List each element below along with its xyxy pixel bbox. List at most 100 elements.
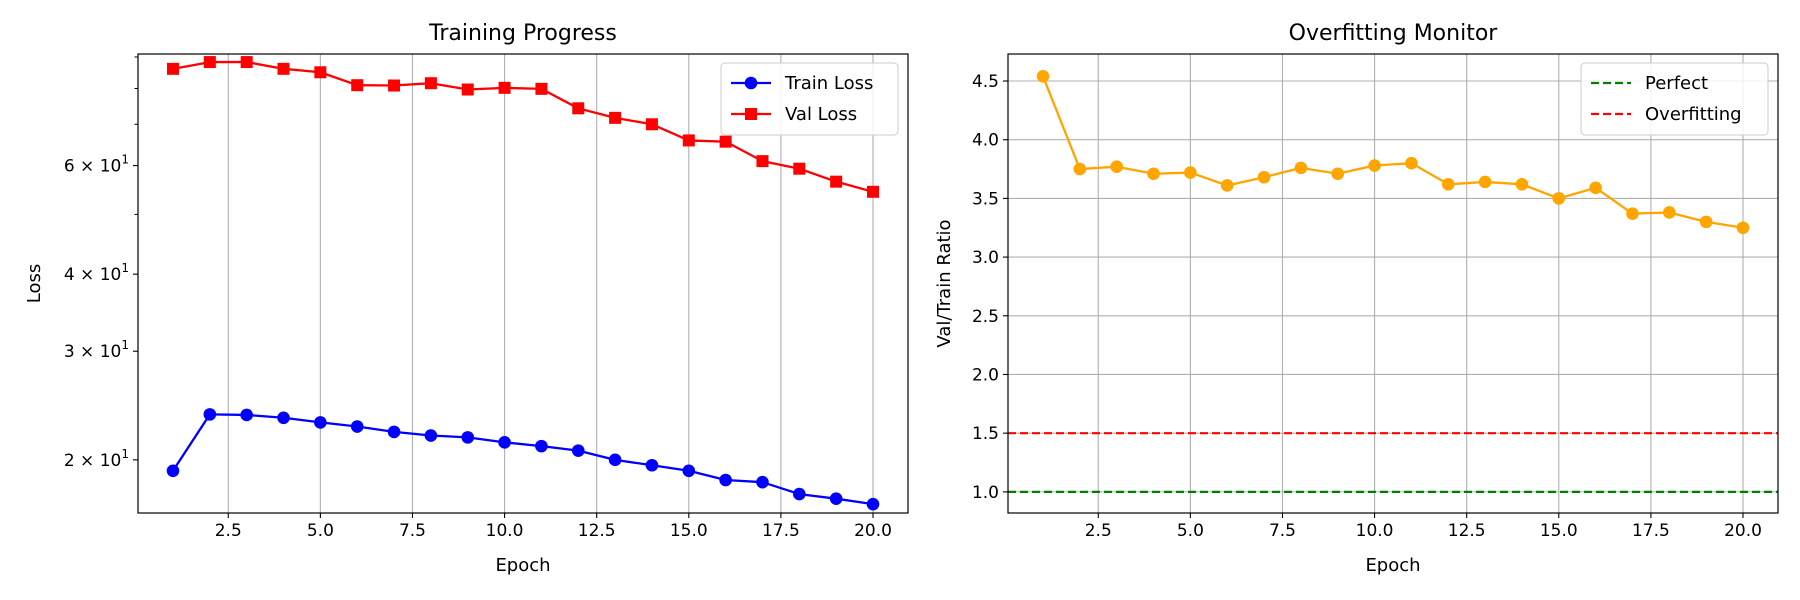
x-tick-label: 10.0 xyxy=(486,521,524,541)
x-axis-label: Epoch xyxy=(495,555,550,576)
val-loss-point xyxy=(498,81,511,94)
ratio-point xyxy=(1552,192,1566,205)
overfitting-monitor-chart: 2.5 5.0 7.5 10.0 12.5 15.0 17.5 20.0 1.0 1.5 2.0 2.… xyxy=(934,21,1779,576)
val-loss-point xyxy=(572,102,585,115)
x-tick-label: 7.5 xyxy=(399,521,426,541)
y-tick-base: 3 xyxy=(64,342,75,362)
val-loss-point xyxy=(351,79,364,92)
x-tick-label: 2.5 xyxy=(215,521,242,541)
val-loss-point xyxy=(424,77,437,90)
y-tick-times: × xyxy=(75,157,100,177)
legend-label: Train Loss xyxy=(784,73,873,94)
chart-title: Overfitting Monitor xyxy=(1289,21,1499,46)
train-loss-point xyxy=(608,453,622,467)
ratio-point xyxy=(1405,156,1418,170)
train-loss-point xyxy=(240,408,253,422)
train-loss-point xyxy=(461,431,475,444)
val-loss-point xyxy=(388,79,401,92)
y-tick-base: 4 xyxy=(64,265,75,285)
y-tick-mantissa: 10 xyxy=(100,451,122,471)
y-tick-label: 3 × 101 xyxy=(64,338,129,362)
plot-frame xyxy=(137,53,909,514)
ratio-point xyxy=(1478,175,1492,189)
x-tick-label: 7.5 xyxy=(1269,521,1296,541)
train-loss-point xyxy=(424,429,438,442)
ratio-point xyxy=(1110,160,1123,173)
y-tick-label: 4 × 101 xyxy=(64,261,129,285)
val-loss-point xyxy=(867,185,879,198)
val-loss-point xyxy=(645,118,658,131)
train-loss-point xyxy=(277,411,290,425)
train-loss-point xyxy=(203,408,217,421)
y-axis-label: Loss xyxy=(24,264,45,303)
val-loss-point xyxy=(756,155,769,168)
y-tick-label: 2.5 xyxy=(972,307,999,327)
train-loss-point xyxy=(719,473,732,487)
train-loss-point xyxy=(756,475,769,489)
y-tick-label: 3.5 xyxy=(972,189,999,209)
ratio-point xyxy=(1331,167,1345,181)
y-tick-times: × xyxy=(75,342,100,362)
ratio-point xyxy=(1147,167,1160,181)
val-loss-point xyxy=(240,56,253,69)
legend-label: Val Loss xyxy=(785,104,857,125)
legend-marker-swatch xyxy=(745,108,757,120)
ratio-point xyxy=(1184,166,1197,179)
ratio-point xyxy=(1294,161,1308,175)
y-tick-exponent: 1 xyxy=(121,447,129,461)
train-loss-point xyxy=(166,464,180,478)
ratio-point xyxy=(1073,162,1087,176)
legend: Train Loss Val Loss xyxy=(720,62,899,136)
x-tick-label: 12.5 xyxy=(578,521,616,541)
val-loss-point xyxy=(535,82,548,95)
chart-title: Training Progress xyxy=(428,21,617,46)
y-tick-exponent: 1 xyxy=(121,261,129,275)
y-tick-label: 2.0 xyxy=(972,365,999,385)
ratio-point xyxy=(1663,206,1676,219)
ratio-point xyxy=(1515,178,1529,191)
y-tick-label: 4.0 xyxy=(972,131,999,151)
x-tick-label: 15.0 xyxy=(670,521,708,541)
x-tick-label: 10.0 xyxy=(1356,521,1394,541)
train-loss-point xyxy=(498,436,511,449)
y-tick-mantissa: 10 xyxy=(100,265,122,285)
train-loss-point xyxy=(314,416,327,429)
val-loss-point xyxy=(461,83,474,96)
x-tick-label: 5.0 xyxy=(307,521,334,541)
y-tick-label: 1.0 xyxy=(972,483,999,503)
y-tick-exponent: 1 xyxy=(121,338,129,352)
y-tick-label: 2 × 101 xyxy=(64,447,129,471)
y-tick-label: 3.0 xyxy=(972,248,999,268)
legend-label: Overfitting xyxy=(1645,104,1742,125)
val-loss-point xyxy=(167,62,179,75)
legend-entry-overfitting: Overfitting xyxy=(1591,104,1742,125)
y-tick-label: 4.5 xyxy=(972,72,999,92)
x-axis-label: Epoch xyxy=(1365,555,1420,576)
y-tick-label: 6 × 101 xyxy=(64,153,129,177)
val-loss-point xyxy=(277,62,290,75)
legend: Perfect Overfitting xyxy=(1580,62,1769,136)
ratio-point xyxy=(1626,207,1639,220)
val-loss-point xyxy=(203,56,216,69)
y-tick-base: 6 xyxy=(64,157,75,177)
x-tick-label: 15.0 xyxy=(1540,521,1578,541)
y-tick-times: × xyxy=(75,265,100,285)
y-tick-times: × xyxy=(75,451,100,471)
ratio-point xyxy=(1736,221,1750,235)
ratio-point xyxy=(1699,215,1713,229)
train-loss-point xyxy=(793,487,806,501)
y-axis-label: Val/Train Ratio xyxy=(934,219,955,347)
x-tick-label: 20.0 xyxy=(854,521,892,541)
train-loss-point xyxy=(571,444,585,457)
val-loss-point xyxy=(609,111,622,124)
y-tick-mantissa: 10 xyxy=(100,157,122,177)
val-loss-point xyxy=(682,134,695,147)
ratio-point xyxy=(1220,179,1234,192)
x-tick-label: 20.0 xyxy=(1724,521,1762,541)
val-loss-point xyxy=(830,175,843,188)
ratio-point xyxy=(1441,178,1455,191)
train-loss-point xyxy=(535,439,548,453)
legend-entry-train-loss: Train Loss xyxy=(731,73,873,94)
x-tick-label: 17.5 xyxy=(1632,521,1670,541)
